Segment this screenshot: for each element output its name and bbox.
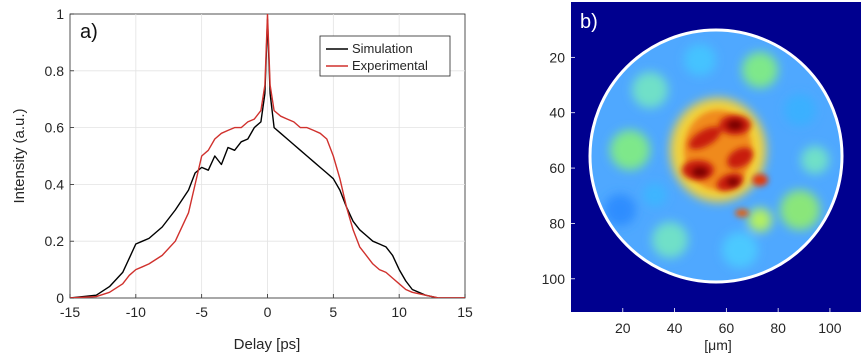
y-tick-label: 40 bbox=[549, 105, 565, 121]
disc-speckle bbox=[604, 44, 829, 268]
x-tick-label: 0 bbox=[264, 304, 272, 320]
y-tick-label: 0.4 bbox=[45, 176, 65, 192]
panel-label-a: a) bbox=[80, 21, 98, 43]
legend-box bbox=[319, 35, 451, 77]
series-line-simulation bbox=[70, 19, 465, 298]
y-tick-label: 0.8 bbox=[45, 63, 65, 79]
series-line-experimental bbox=[70, 14, 465, 298]
x-tick-label: 100 bbox=[818, 320, 842, 336]
y-ticks: 20 40 60 80 100 bbox=[542, 49, 575, 287]
y-ticks: 0 0.2 0.4 0.6 0.8 1 bbox=[45, 6, 74, 306]
y-axis-label: Intensity (a.u.) bbox=[11, 108, 28, 203]
y-tick-label: 0.2 bbox=[45, 233, 65, 249]
hot-spot bbox=[670, 98, 768, 217]
x-tick-label: -5 bbox=[195, 304, 208, 320]
x-ticks: -15 -10 -5 0 5 10 15 bbox=[60, 294, 473, 320]
y-tick-label: 1 bbox=[56, 6, 64, 22]
heatmap-panel: 20 40 60 80 100 20 40 60 80 100 b) [μm] bbox=[542, 2, 861, 353]
x-ticks: 20 40 60 80 100 bbox=[615, 308, 842, 336]
x-tick-label: 5 bbox=[329, 304, 337, 320]
legend-entry-experimental: Experimental bbox=[352, 58, 428, 73]
x-tick-label: 10 bbox=[391, 304, 407, 320]
x-tick-label: -10 bbox=[126, 304, 146, 320]
heatmap-disc bbox=[590, 30, 842, 282]
legend: Simulation Experimental bbox=[319, 35, 451, 77]
y-tick-label: 60 bbox=[549, 160, 565, 176]
x-axis-label: Delay [ps] bbox=[234, 336, 301, 353]
x-tick-label: -15 bbox=[60, 304, 80, 320]
y-tick-label: 100 bbox=[542, 271, 566, 287]
series-lines bbox=[70, 14, 465, 298]
y-tick-label: 20 bbox=[549, 49, 565, 65]
x-tick-label: 80 bbox=[770, 320, 786, 336]
panel-label-b: b) bbox=[580, 11, 598, 33]
x-tick-label: 60 bbox=[719, 320, 735, 336]
x-tick-label: 40 bbox=[667, 320, 683, 336]
y-tick-label: 0.6 bbox=[45, 120, 65, 136]
y-tick-label: 80 bbox=[549, 215, 565, 231]
line-chart-panel: -15 -10 -5 0 5 10 15 0 0.2 0.4 0.6 0.8 1 a) Delay [… bbox=[11, 6, 473, 353]
x-axis-label: [μm] bbox=[704, 337, 732, 353]
legend-entry-simulation: Simulation bbox=[352, 41, 413, 56]
aperture-circle bbox=[588, 28, 844, 284]
x-tick-label: 15 bbox=[457, 304, 473, 320]
x-tick-label: 20 bbox=[615, 320, 631, 336]
y-tick-label: 0 bbox=[56, 290, 64, 306]
